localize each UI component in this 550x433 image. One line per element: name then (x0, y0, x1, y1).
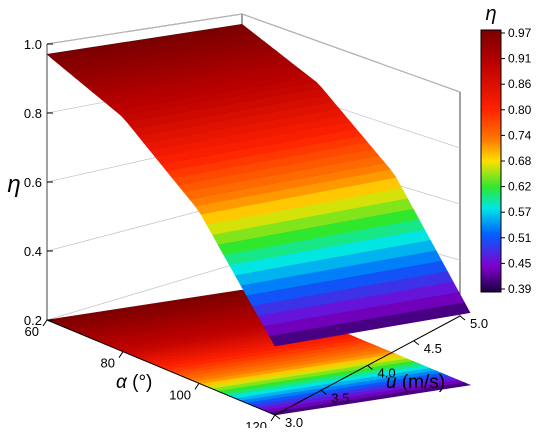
colorbar-ticks: 0.97 0.91 0.86 0.80 0.74 0.68 0.62 0.57 0.51 0.45… (501, 26, 532, 296)
alpha-axis-unit: (°) (127, 372, 153, 393)
gridline-left-wall (46, 13, 243, 45)
colorbar-tick-label: 0.68 (508, 154, 532, 168)
alpha-tick-label: 120 (245, 419, 267, 428)
colorbar-ramp (480, 29, 502, 293)
alpha-tick-mark (194, 383, 200, 390)
u-tick-label: 4.5 (424, 341, 442, 356)
u-axis-unit: (m/s) (397, 372, 446, 393)
u-tick-mark (459, 315, 466, 321)
u-tick-mark (367, 365, 373, 370)
u-tick-mark (320, 389, 327, 395)
alpha-tick-label: 100 (169, 387, 191, 402)
eta-tick-label: 0.2 (24, 313, 42, 328)
alpha-tick-mark (118, 351, 124, 358)
eta-tick-label: 0.4 (24, 244, 42, 259)
u-axis-label: u (m/s) (386, 372, 445, 393)
gridline-left-wall (46, 261, 243, 321)
u-tick-label: 4.0 (378, 366, 396, 381)
u-axis-symbol: u (386, 372, 397, 393)
u-tick-label: 5.0 (470, 316, 488, 331)
colorbar-tick-label: 0.57 (508, 205, 532, 219)
surface (46, 23, 471, 347)
floor-projection (45, 289, 472, 416)
alpha-axis-line (46, 319, 276, 416)
alpha-axis-label: α (°) (116, 372, 152, 393)
colorbar-tick-label: 0.91 (508, 52, 532, 66)
colorbar-tick-label: 0.97 (508, 26, 532, 40)
alpha-axis-symbol: α (116, 372, 128, 393)
u-tick-label: 3.0 (285, 415, 303, 428)
alpha-tick-mark (270, 414, 276, 422)
gridline-right-wall (241, 13, 461, 93)
colorbar: η 0.970.910.860.800.740.680.620.570.510.… (480, 3, 532, 296)
alpha-tick-label: 80 (101, 356, 115, 371)
eta-tick-label: 0.8 (24, 106, 42, 121)
colorbar-tick-label: 0.45 (508, 256, 532, 270)
eta-tick-label: 0.6 (24, 175, 42, 190)
eta-axis-label: η (7, 171, 20, 198)
u-tick-mark (274, 414, 281, 420)
eta-tick-label: 1.0 (24, 37, 42, 52)
u-tick-mark (413, 340, 420, 346)
colorbar-tick-label: 0.62 (508, 180, 532, 194)
u-tick-label: 3.5 (331, 390, 349, 405)
colorbar-tick-label: 0.86 (508, 77, 532, 91)
eta-axis-ticks: 0.2 0.4 0.6 0.8 1.0 (24, 37, 53, 328)
alpha-tick-mark (42, 319, 48, 327)
colorbar-title: η (485, 3, 496, 25)
alpha-tick-label: 60 (25, 324, 39, 339)
surface-contour (46, 24, 243, 55)
colorbar-tick-label: 0.51 (508, 231, 532, 245)
colorbar-tick-label: 0.39 (508, 282, 532, 296)
colorbar-tick-label: 0.80 (508, 103, 532, 117)
u-axis-ticks: 3.0 3.5 4.0 4.5 5.0 (274, 315, 488, 430)
colorbar-tick-label: 0.74 (508, 128, 532, 142)
